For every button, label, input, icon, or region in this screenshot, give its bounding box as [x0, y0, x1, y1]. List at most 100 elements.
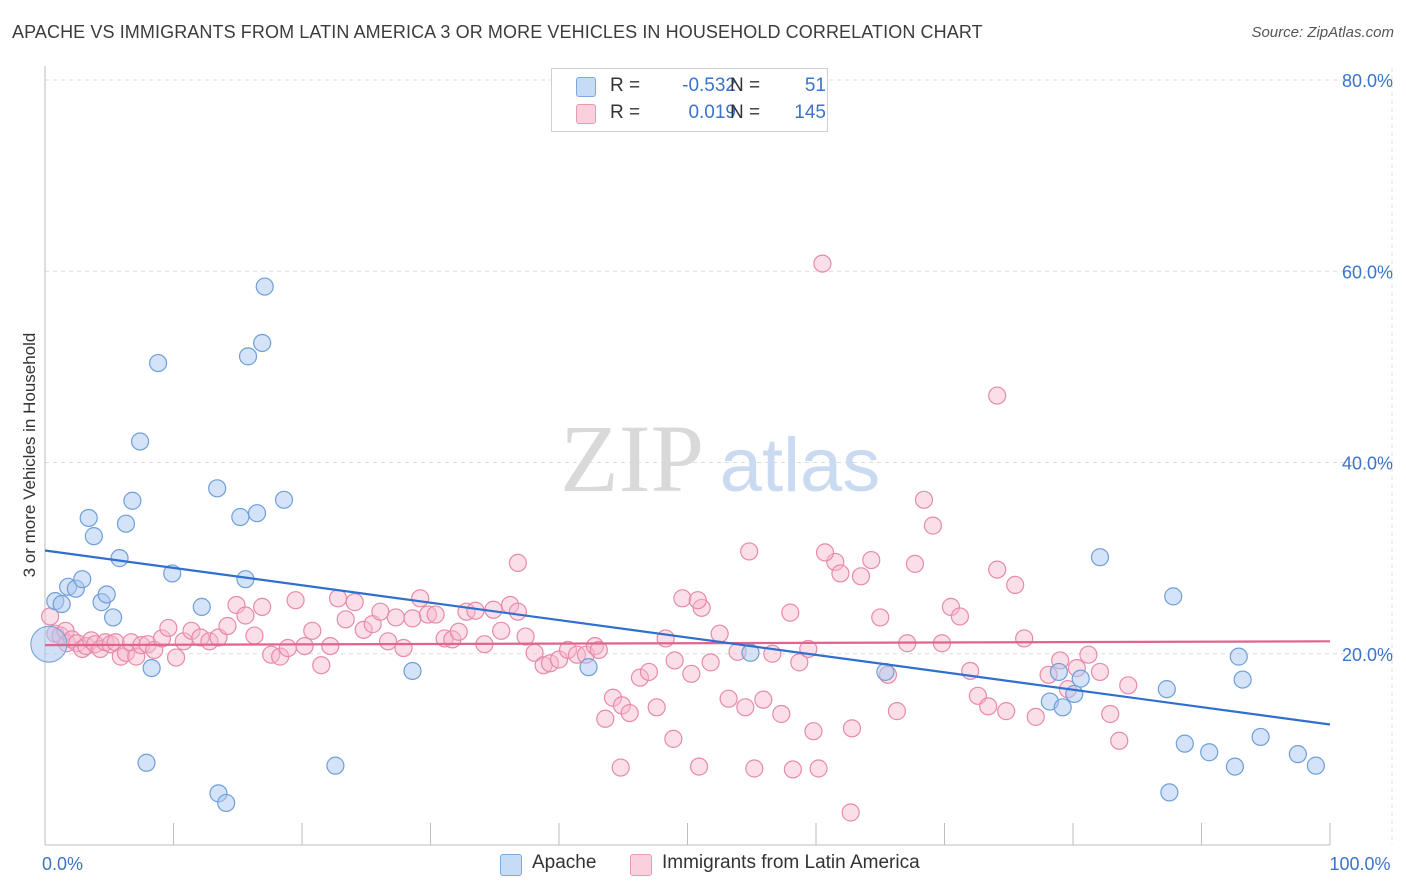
- latin-point: [191, 628, 210, 647]
- latin-point: [862, 550, 881, 570]
- latin-point: [682, 664, 701, 683]
- latin-point: [328, 589, 348, 608]
- latin-point: [1090, 662, 1110, 682]
- latin-point: [159, 618, 178, 638]
- latin-point: [262, 645, 281, 664]
- latin-point: [831, 564, 850, 583]
- latin-point: [278, 638, 297, 658]
- latin-point: [345, 593, 364, 612]
- latin-point: [589, 640, 608, 660]
- latin-point: [540, 654, 560, 673]
- source-label: Source: ZipAtlas.com: [1251, 24, 1394, 41]
- apache-point: [1164, 587, 1183, 606]
- latin-point: [988, 386, 1007, 405]
- apache-point: [110, 549, 129, 568]
- apache-point: [403, 661, 422, 681]
- latin-n-label: N =: [730, 102, 761, 123]
- latin-point: [166, 648, 186, 667]
- y-tick-label: 60.0%: [1342, 262, 1393, 282]
- apache-r-value: -0.532: [682, 75, 736, 96]
- latin-point: [386, 608, 405, 627]
- latin-point: [253, 597, 272, 616]
- latin-r-label: R =: [610, 102, 641, 123]
- latin-point: [923, 516, 943, 535]
- latin-r-value: 0.019: [688, 102, 736, 123]
- latin-point: [979, 697, 998, 716]
- latin-point: [371, 602, 390, 621]
- watermark-atlas: atlas: [720, 423, 881, 508]
- apache-point: [79, 508, 98, 528]
- latin-point: [418, 605, 438, 624]
- apache-n-value: 51: [804, 75, 826, 96]
- latin-point: [492, 621, 511, 640]
- latin-point: [1110, 731, 1129, 750]
- apache-point: [1288, 745, 1307, 764]
- apache-point: [148, 353, 168, 373]
- latin-point: [701, 653, 720, 672]
- latin-point: [127, 647, 146, 666]
- latin-point: [449, 622, 468, 641]
- latin-point: [218, 616, 237, 636]
- latin-point: [719, 689, 738, 708]
- trend-lines: [44, 549, 1331, 726]
- latin-point: [378, 632, 398, 651]
- latin-point: [783, 760, 802, 779]
- apache-point: [97, 585, 116, 604]
- latin-point: [403, 609, 422, 628]
- latin-swatch: [576, 104, 596, 124]
- latin-point: [1101, 704, 1120, 724]
- bottom-apache-label: Apache: [532, 852, 597, 873]
- latin-point: [558, 640, 578, 660]
- latin-point: [152, 629, 172, 648]
- apache-point: [253, 333, 272, 353]
- latin-point: [611, 758, 630, 777]
- x-tick-label: 100.0%: [1329, 854, 1390, 874]
- latin-point: [466, 601, 485, 620]
- apache-point: [1229, 647, 1248, 666]
- latin-point: [745, 759, 764, 778]
- latin-point: [1006, 575, 1025, 595]
- latin-point: [321, 636, 340, 656]
- apache-point: [1053, 698, 1072, 717]
- latin-point: [303, 621, 322, 640]
- latin-point: [596, 709, 615, 728]
- latin-point: [508, 553, 527, 573]
- latin-point: [842, 719, 862, 738]
- apache-point: [73, 570, 92, 589]
- latin-trend-line: [44, 640, 1331, 647]
- latin-point: [336, 610, 355, 629]
- latin-point: [1119, 676, 1138, 695]
- y-tick-label: 80.0%: [1342, 71, 1393, 91]
- latin-point: [612, 696, 632, 715]
- chart-title: APACHE VS IMMIGRANTS FROM LATIN AMERICA …: [12, 22, 983, 42]
- latin-point: [426, 605, 445, 624]
- latin-point: [851, 567, 871, 586]
- latin-point: [508, 602, 527, 621]
- bottom-latin-label: Immigrants from Latin America: [662, 852, 920, 873]
- correlation-legend: R = -0.532 N = 51 R = 0.019 N = 145: [551, 68, 828, 132]
- apache-point: [1090, 548, 1110, 567]
- latin-point: [710, 624, 729, 643]
- y-tick-labels: 20.0% 40.0% 60.0% 80.0%: [1342, 71, 1393, 665]
- apache-point: [137, 753, 156, 772]
- apache-points: [30, 277, 1325, 813]
- axes: [44, 66, 1331, 846]
- bottom-latin-swatch: [630, 854, 652, 876]
- apache-point: [1157, 680, 1176, 699]
- apache-point: [104, 608, 123, 627]
- latin-point: [245, 626, 264, 645]
- latin-point: [227, 595, 246, 615]
- apache-point: [1049, 662, 1068, 682]
- latin-america-points: [41, 254, 1138, 822]
- latin-point: [740, 542, 759, 561]
- x-tick-label: 0.0%: [42, 854, 83, 874]
- apache-point: [1200, 743, 1219, 762]
- apache-point: [579, 658, 598, 677]
- apache-point: [247, 504, 267, 523]
- latin-point: [673, 589, 692, 608]
- latin-point: [630, 668, 650, 687]
- latin-point: [1015, 629, 1034, 648]
- latin-point: [647, 698, 666, 717]
- latin-point: [354, 620, 373, 639]
- latin-point: [950, 607, 970, 626]
